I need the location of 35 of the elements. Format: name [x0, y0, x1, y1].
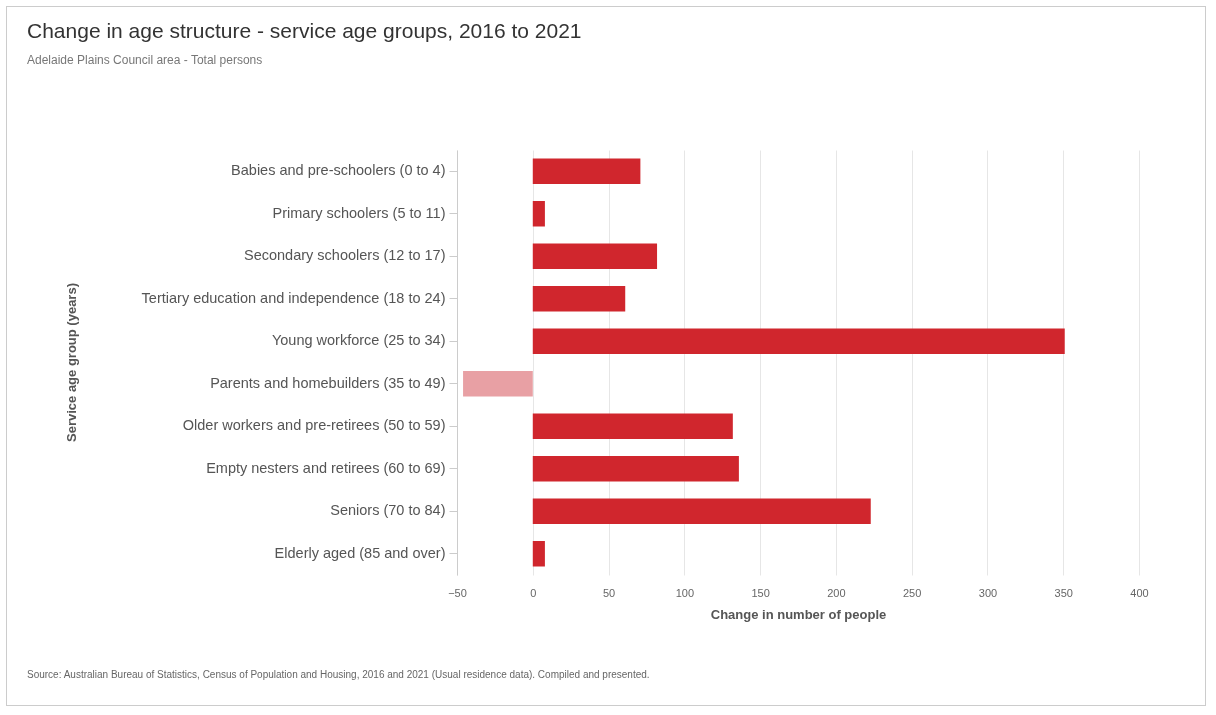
y-tick-label: Secondary schoolers (12 to 17)	[244, 247, 446, 264]
bar	[532, 201, 545, 227]
bar	[532, 498, 871, 524]
source-note: Source: Australian Bureau of Statistics, Census of Population and Housing, 2016 and 2021 (Usual residence data). Compiled and presented.	[27, 668, 651, 682]
bar	[463, 371, 533, 397]
text: Adelaide Plains Council area - Total persons	[27, 53, 263, 67]
y-axis-title: Service age group (years)	[63, 283, 79, 442]
y-tick-label: Older workers and pre-retirees (50 to 59)	[182, 417, 446, 434]
x-tick-label: 400	[1130, 586, 1149, 599]
y-tick-label: Babies and pre-schoolers (0 to 4)	[231, 162, 446, 179]
bar	[532, 328, 1065, 354]
y-tick-label: Empty nesters and retirees (60 to 69)	[206, 459, 446, 476]
x-tick-label: 50	[602, 586, 616, 599]
y-tick-label: Primary schoolers (5 to 11)	[272, 204, 446, 221]
x-tick-label: 200	[827, 586, 846, 599]
chart-title: Change in age structure - service age groups, 2016 to 2021	[27, 19, 582, 43]
bar	[532, 286, 626, 312]
x-tick-label: 250	[902, 586, 922, 599]
y-tick-label: Elderly aged (85 and over)	[274, 544, 446, 561]
x-tick-label: 300	[978, 586, 998, 599]
bar	[532, 413, 733, 439]
x-tick-label: 350	[1054, 586, 1073, 599]
x-axis-title: Change in number of people	[710, 606, 887, 622]
x-tick-label: 150	[751, 586, 770, 599]
bar	[532, 456, 739, 482]
y-tick-label: Young workforce (25 to 34)	[271, 332, 446, 349]
y-tick-label: Seniors (70 to 84)	[330, 502, 446, 519]
bar	[532, 158, 641, 184]
y-tick-label: Tertiary education and independence (18 to 24)	[141, 289, 446, 306]
bar	[532, 243, 658, 269]
bar	[532, 541, 545, 567]
x-tick-label: 100	[675, 586, 695, 599]
y-tick-label: Parents and homebuilders (35 to 49)	[210, 374, 446, 391]
x-tick-label: −50	[448, 586, 467, 599]
x-tick-label: 0	[530, 586, 537, 599]
